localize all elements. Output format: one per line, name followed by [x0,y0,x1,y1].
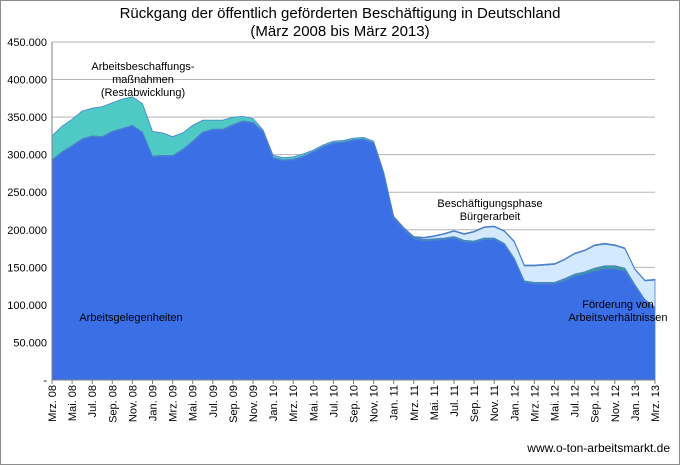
x-tick-label: Sep. 12 [590,385,602,423]
series-area [51,121,656,381]
x-tick-label: Mai. 08 [67,385,79,421]
y-tick-label: 450.000 [7,37,47,49]
x-tick-label: Mai. 11 [429,385,441,420]
x-tick-label: Sep. 11 [469,385,481,422]
annotation-buergerarbeit: Bürgerarbeit [460,211,521,223]
x-tick-label: Mai. 09 [188,385,200,421]
x-tick-label: Jan. 10 [268,385,280,421]
x-tick-label: Sep. 09 [228,385,240,423]
annotation-abm: maßnahmen [112,74,174,86]
x-tick-label: Mrz. 12 [529,385,541,422]
y-tick-label: 200.000 [7,225,47,237]
x-tick-label: Nov. 10 [369,385,381,422]
annotation-arbeitsgelegenheiten: Arbeitsgelegenheiten [79,312,182,324]
x-tick-label: Jan. 09 [148,385,160,421]
source-url: www.o-ton-arbeitsmarkt.de [527,441,670,455]
x-tick-label: Sep. 10 [349,385,361,423]
x-tick-label: Jul. 09 [208,385,220,417]
x-tick-label: Mrz. 13 [650,385,662,422]
annotation-foerderung: Förderung von [582,299,654,311]
x-tick-label: Sep. 08 [107,385,119,423]
annotation-buergerarbeit: Beschäftigungsphase [437,198,542,210]
y-tick-label: 250.000 [7,187,47,199]
x-tick-label: Nov. 11 [489,385,501,421]
x-tick-label: Nov. 08 [127,385,139,422]
x-tick-label: Mai. 10 [308,385,320,421]
chart-title: Rückgang der öffentlich geförderten Besc… [0,5,680,41]
y-tick-label: 50.000 [13,337,47,349]
annotation-foerderung: Arbeitsverhältnissen [568,312,667,324]
y-tick-label: 150.000 [7,262,47,274]
x-tick-label: Jul. 12 [570,385,582,417]
x-tick-label: Jul. 10 [328,385,340,417]
x-tick-label: Mrz. 10 [288,385,300,422]
x-tick-label: Jan. 12 [509,385,521,421]
y-tick-label: 400.000 [7,75,47,87]
chart-subtitle-line: (März 2008 bis März 2013) [250,23,430,40]
x-tick-label: Mrz. 11 [409,385,421,421]
chart-title-line: Rückgang der öffentlich geförderten Besc… [119,5,561,22]
x-tick-label: Jul. 11 [449,385,461,417]
y-tick-label: 300.000 [7,150,47,162]
x-tick-label: Jan. 13 [630,385,642,421]
x-tick-label: Nov. 09 [248,385,260,422]
y-tick-label: 100.000 [7,300,47,312]
x-tick-label: Nov. 12 [610,385,622,422]
annotation-abm: Arbeitsbeschaffungs- [91,61,194,73]
x-tick-label: Mrz. 09 [168,385,180,422]
y-tick-label: 350.000 [7,112,47,124]
series-area [51,96,656,282]
x-tick-label: Mrz. 08 [47,385,59,422]
x-tick-label: Jul. 08 [87,385,99,417]
annotation-abm: (Restabwicklung) [101,87,185,99]
x-tick-label: Jan. 11 [389,385,401,420]
y-tick-label: - [43,375,47,387]
x-tick-label: Mai. 12 [550,385,562,421]
